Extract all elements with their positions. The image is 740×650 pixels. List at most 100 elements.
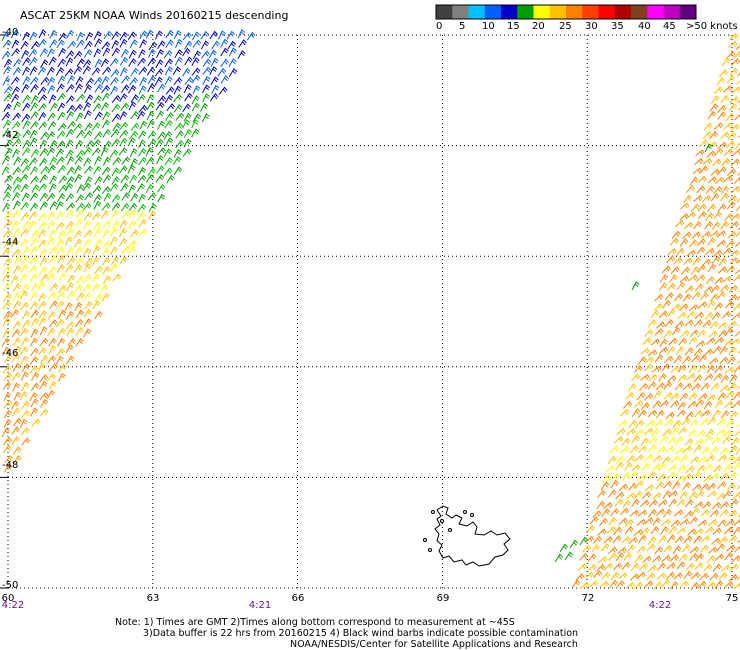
- wind-barb: [58, 32, 67, 42]
- wind-barb: [12, 166, 22, 176]
- wind-barb: [719, 69, 729, 78]
- wind-barb: [712, 527, 722, 535]
- colorbar-tick-0: 0: [436, 21, 443, 32]
- wind-barb: [638, 409, 647, 418]
- wind-barb: [238, 39, 247, 48]
- colorbar-swatch: [647, 5, 664, 19]
- wind-barb: [74, 83, 83, 93]
- wind-barb: [22, 76, 31, 86]
- wind-barb: [37, 86, 47, 95]
- wind-barb: [723, 85, 733, 93]
- wind-barb: [625, 582, 635, 590]
- colorbar-swatch: [679, 5, 697, 19]
- wind-barb: [676, 247, 685, 257]
- wind-barb: [130, 122, 140, 132]
- wind-barb: [706, 150, 716, 158]
- wind-barb: [736, 80, 740, 85]
- wind-barb: [56, 83, 65, 93]
- wind-barb: [3, 391, 12, 402]
- wind-barb: [211, 40, 220, 50]
- wind-barb: [13, 455, 22, 464]
- wind-barb: [695, 340, 706, 348]
- wind-barb: [12, 209, 21, 219]
- colorbar-swatch: [533, 5, 551, 19]
- wind-barb: [138, 139, 146, 149]
- wind-barb: [55, 67, 65, 76]
- wind-barb: [39, 326, 48, 336]
- wind-barb: [57, 164, 67, 174]
- wind-barb: [157, 95, 167, 104]
- wind-barb: [22, 147, 31, 157]
- wind-barb: [712, 249, 723, 258]
- wind-barb: [147, 130, 157, 139]
- wind-barb: [651, 463, 661, 472]
- wind-barb: [706, 300, 716, 309]
- wind-barb: [735, 447, 740, 455]
- wind-barb: [119, 219, 128, 229]
- wind-barb: [720, 192, 730, 202]
- wind-barb: [29, 76, 39, 85]
- wind-barb: [191, 128, 200, 138]
- wind-barb: [75, 218, 84, 228]
- wind-barb: [200, 102, 209, 112]
- wind-barb: [37, 66, 47, 76]
- colorbar-swatch: [468, 5, 486, 19]
- wind-barb: [637, 473, 648, 481]
- wind-barb: [707, 203, 716, 213]
- wind-barb: [112, 220, 121, 230]
- wind-barb: [631, 373, 641, 382]
- wind-barb: [11, 328, 21, 338]
- wind-barb: [19, 290, 29, 300]
- wind-barb: [12, 112, 21, 121]
- wind-barb: [721, 57, 731, 67]
- wind-barb: [121, 75, 130, 84]
- wind-barb: [103, 30, 113, 40]
- wind-barb: [40, 398, 49, 408]
- wind-barb: [137, 174, 147, 184]
- wind-barb: [2, 317, 11, 327]
- wind-barb: [93, 194, 102, 203]
- wind-barb: [21, 113, 31, 123]
- wind-barb: [683, 535, 693, 544]
- wind-barb: [666, 282, 676, 292]
- wind-barb: [93, 30, 102, 40]
- wind-barb: [82, 283, 92, 292]
- wind-barb: [631, 435, 640, 444]
- wind-barb: [20, 301, 30, 311]
- wind-barb: [83, 318, 92, 328]
- wind-barb: [56, 347, 65, 357]
- wind-barb: [663, 381, 673, 390]
- wind-barb: [103, 192, 112, 202]
- wind-barb: [91, 67, 101, 76]
- wind-barb: [57, 75, 66, 85]
- wind-barb: [110, 128, 120, 138]
- wind-barb: [74, 156, 84, 165]
- wind-barb: [136, 183, 146, 192]
- wind-barb: [703, 563, 713, 572]
- wind-barb: [138, 49, 147, 59]
- wind-barb: [119, 137, 128, 147]
- wind-barb: [192, 50, 202, 60]
- wind-barb: [720, 131, 730, 139]
- wind-barb: [638, 534, 647, 544]
- wind-barb: [709, 446, 719, 455]
- wind-barb: [677, 311, 687, 320]
- wind-barb: [729, 410, 739, 420]
- wind-barb: [658, 462, 667, 471]
- wind-barb: [157, 40, 166, 50]
- wind-barb: [734, 114, 740, 121]
- wind-barb: [682, 445, 693, 453]
- wind-barb: [46, 373, 56, 382]
- wind-barb: [699, 572, 709, 581]
- wind-barb: [670, 266, 680, 275]
- wind-barb: [74, 246, 84, 256]
- wind-barb: [148, 203, 157, 213]
- wind-barb: [210, 57, 219, 67]
- wind-barb: [110, 263, 119, 273]
- wind-barb: [628, 536, 639, 545]
- wind-barb: [616, 427, 626, 436]
- wind-barb: [3, 409, 13, 419]
- wind-barb: [29, 356, 39, 365]
- wind-barb: [237, 50, 246, 60]
- wind-barb: [66, 282, 75, 292]
